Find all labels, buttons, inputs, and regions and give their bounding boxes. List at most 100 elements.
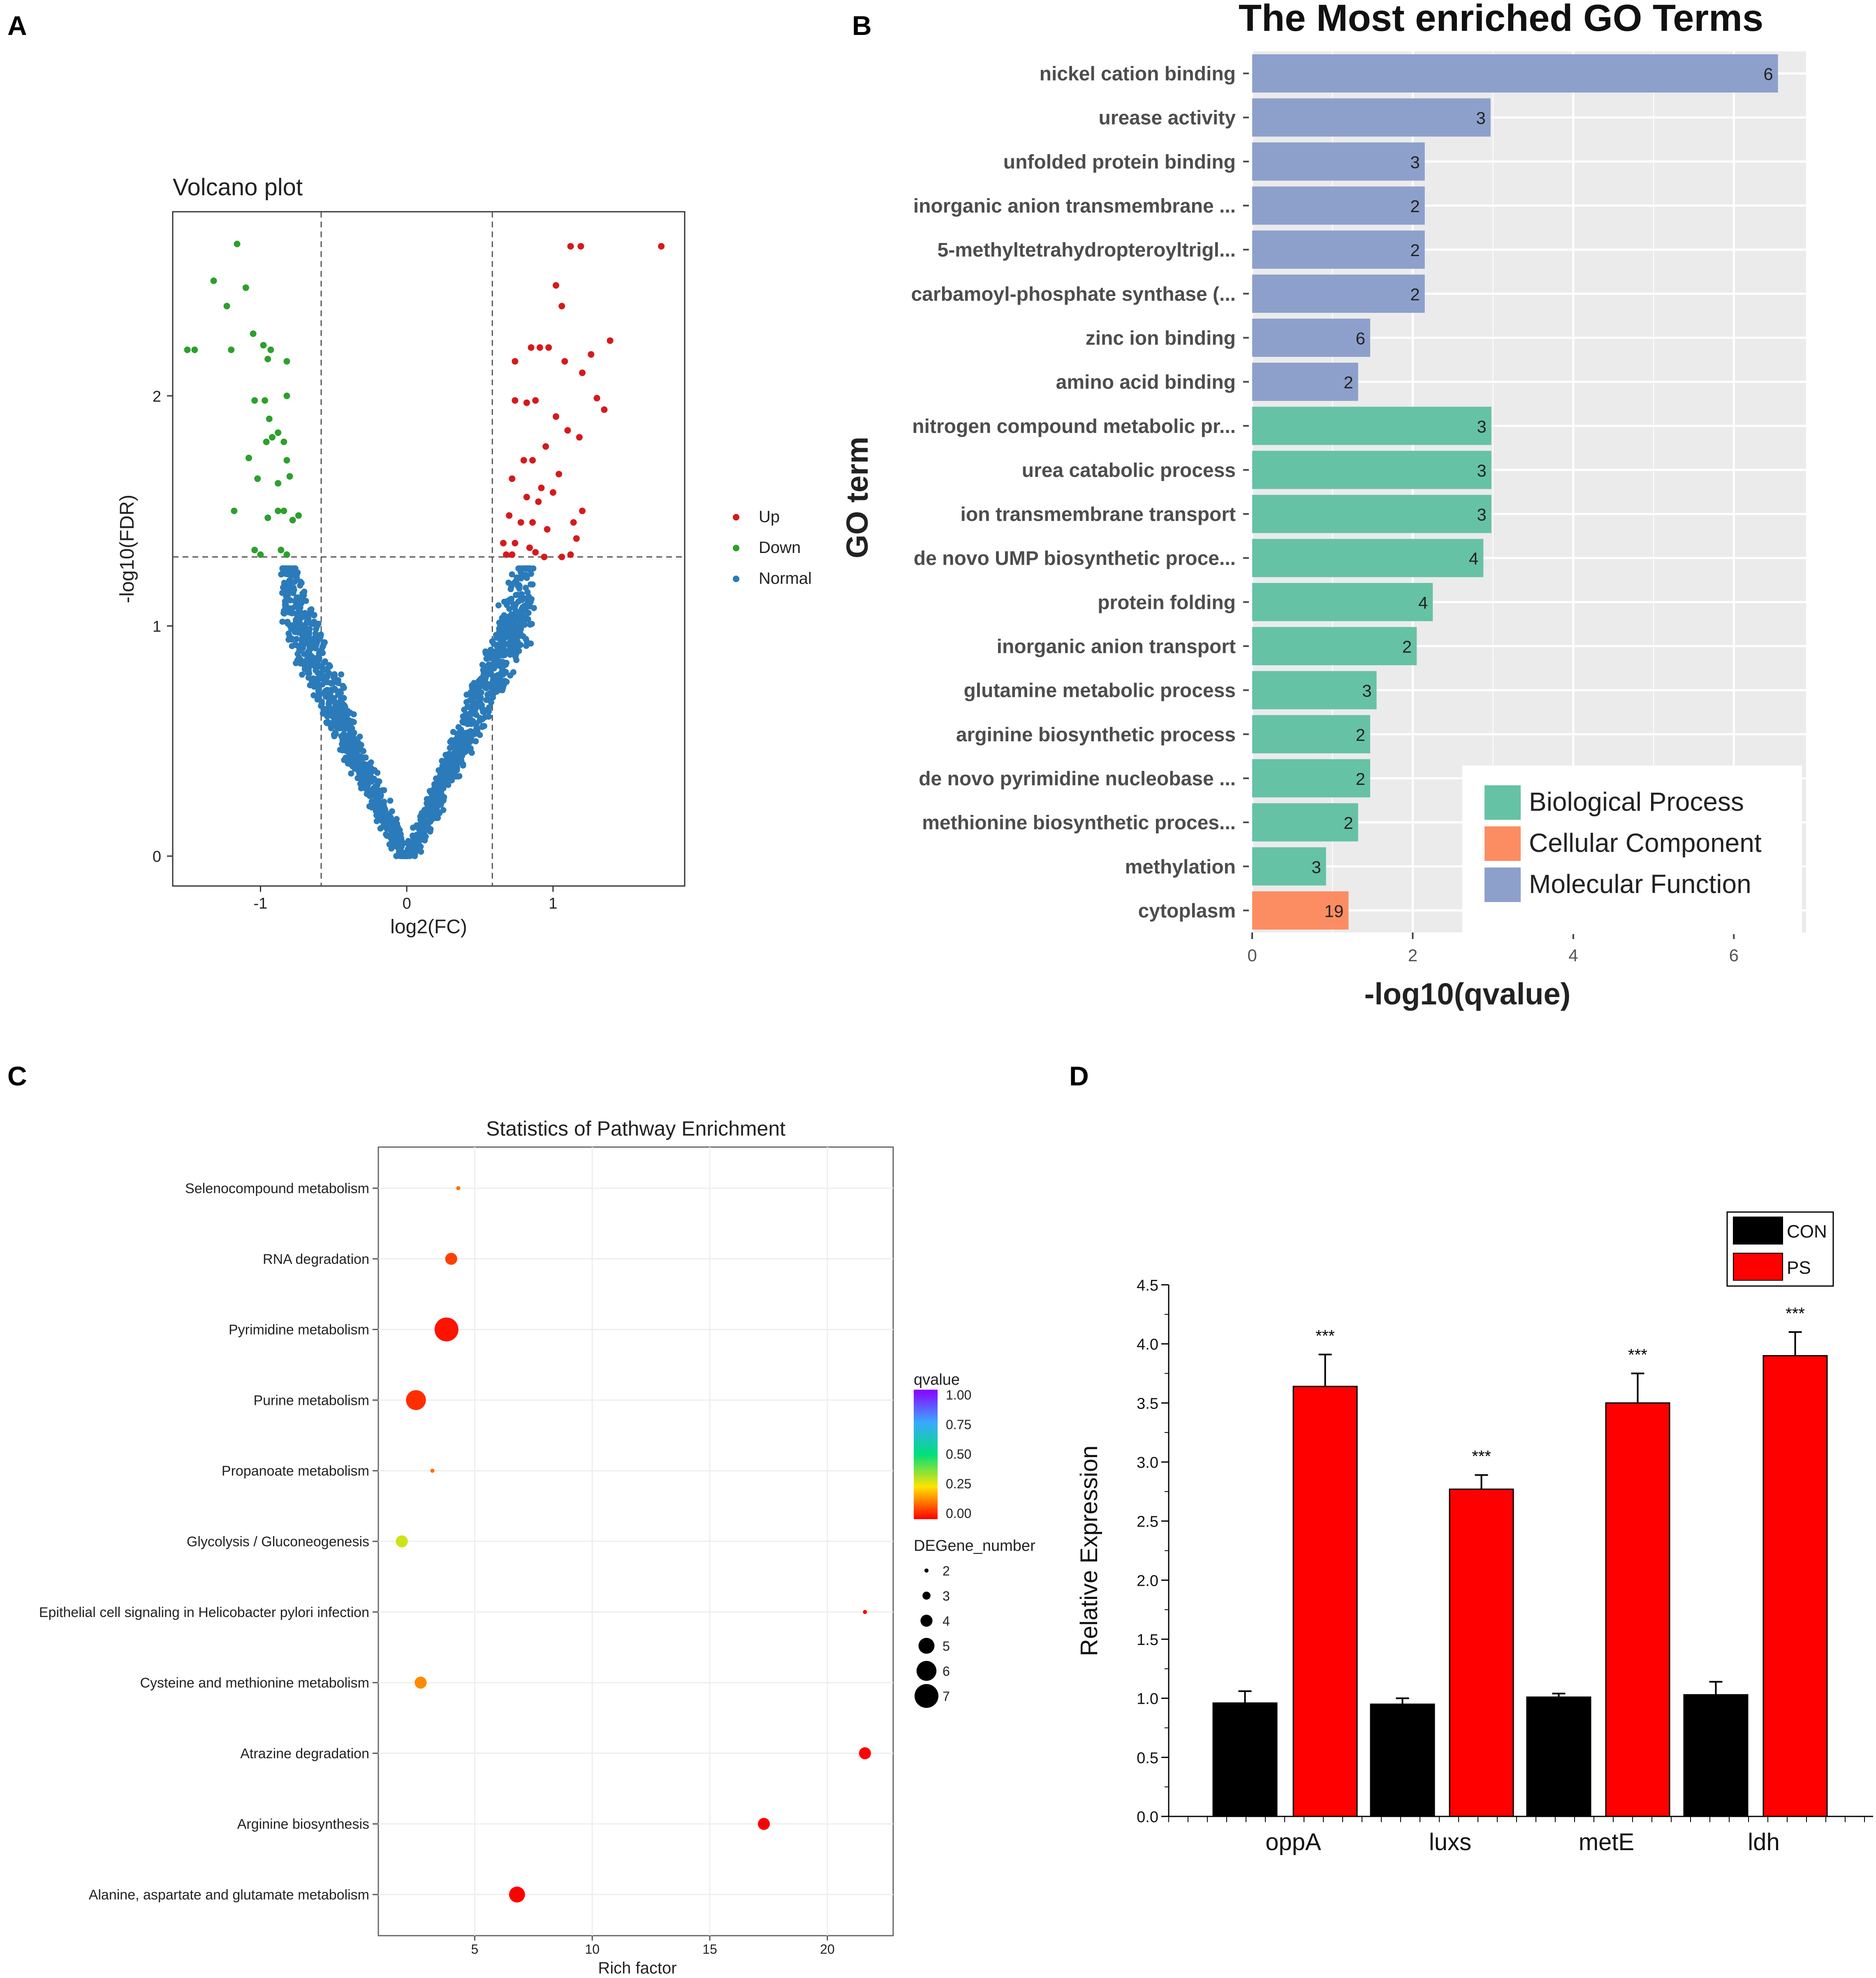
up-point [536,344,543,351]
normal-point [525,616,531,622]
normal-point [508,599,514,605]
normal-point [458,757,465,764]
y-tick-label: 2 [153,388,161,405]
normal-point [523,575,530,581]
down-point [210,277,217,284]
y-tick-label: 1 [153,618,161,636]
normal-point [292,641,299,648]
up-point [523,399,530,406]
pathway-label: Alanine, aspartate and glutamate metabol… [89,1887,369,1903]
normal-point [398,844,405,851]
panel-label-b: B [852,10,872,41]
go-term-label: nickel cation binding [1040,63,1236,85]
panel-c: Statistics of Pathway Enrichment Selenoco… [39,1117,1035,1977]
normal-point [342,720,348,727]
normal-point [299,636,306,642]
normal-points [278,565,537,859]
down-point [251,397,258,404]
normal-point [321,666,327,672]
normal-point [280,608,287,614]
normal-point [443,761,450,768]
normal-point [439,758,445,764]
down-point [283,392,290,399]
normal-point [389,841,395,847]
normal-point [458,726,464,733]
go-bar [1252,230,1425,269]
normal-point [442,773,449,779]
normal-point [479,716,486,722]
x-tick-label: 20 [820,1942,835,1957]
normal-point [424,802,431,809]
down-point [228,346,235,353]
gene-label: oppA [1265,1829,1321,1855]
normal-point [455,773,462,780]
go-bar-count: 2 [1410,241,1420,260]
go-term-label: nitrogen compound metabolic pr... [912,416,1236,437]
legend-marker-normal [733,576,739,582]
go-legend-swatch [1485,826,1521,861]
normal-point [350,719,357,725]
normal-point [316,673,323,680]
pathway-point [509,1886,525,1903]
normal-point [296,620,303,627]
normal-point [307,607,314,614]
y-axis-label: Relative Expression [1076,1446,1102,1656]
go-legend-label: Cellular Component [1529,828,1762,858]
go-term-label: 5-methyltetrahydropteroyltrigl... [938,239,1236,261]
pathway-point [406,1390,426,1410]
normal-point [487,669,494,676]
normal-point [296,648,303,654]
size-legend-dot [918,1638,935,1654]
normal-point [326,662,333,669]
normal-point [298,599,304,605]
gene-label: metE [1579,1829,1634,1855]
normal-point [345,740,352,747]
normal-point [500,663,507,669]
normal-point [278,571,285,577]
expression-bar [1370,1703,1435,1817]
normal-point [478,689,484,696]
go-bar [1252,891,1349,930]
up-point [520,457,527,464]
normal-point [301,588,308,595]
normal-point [523,643,530,649]
normal-point [358,742,364,748]
size-legend-label: 2 [943,1564,950,1578]
y-tick-label: 1.5 [1137,1631,1158,1649]
significance-mark: *** [1472,1448,1491,1466]
normal-point [388,835,394,842]
normal-point [299,671,306,678]
normal-point [419,810,425,817]
down-point [191,346,198,353]
normal-point [315,691,322,697]
normal-point [466,697,473,704]
up-point [503,551,510,558]
normal-point [347,752,354,758]
go-bar-count: 3 [1477,505,1486,524]
up-point [564,427,571,434]
normal-point [509,571,515,578]
up-point [607,337,614,344]
normal-point [292,629,298,635]
normal-point [440,807,447,813]
normal-point [304,629,310,636]
normal-point [293,572,300,579]
y-axis-label: GO term [840,437,874,558]
up-point [541,553,548,560]
normal-point [438,801,444,808]
normal-point [507,672,514,679]
normal-point [280,584,286,591]
normal-point [513,635,520,642]
go-term-label: unfolded protein binding [1003,151,1236,173]
normal-point [352,736,358,742]
go-bar-count: 2 [1410,285,1420,304]
go-term-label: zinc ion binding [1086,327,1236,349]
normal-point [490,694,496,701]
normal-point [322,706,329,713]
normal-point [420,819,427,826]
normal-point [465,713,472,719]
normal-point [316,686,322,692]
up-points [500,243,665,560]
normal-point [399,853,406,859]
normal-point [283,592,290,599]
